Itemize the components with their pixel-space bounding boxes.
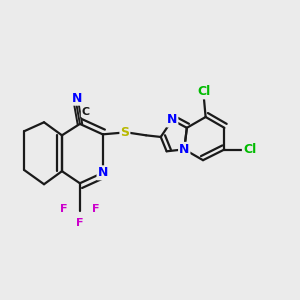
Text: F: F (61, 204, 68, 214)
Text: N: N (71, 92, 82, 105)
Text: C: C (82, 106, 90, 116)
Text: F: F (92, 204, 99, 214)
Text: Cl: Cl (197, 85, 211, 98)
Text: N: N (98, 166, 108, 179)
Text: N: N (167, 113, 177, 127)
Text: F: F (76, 218, 84, 228)
Text: N: N (179, 143, 189, 156)
Text: Cl: Cl (243, 143, 256, 156)
Text: S: S (120, 126, 129, 139)
